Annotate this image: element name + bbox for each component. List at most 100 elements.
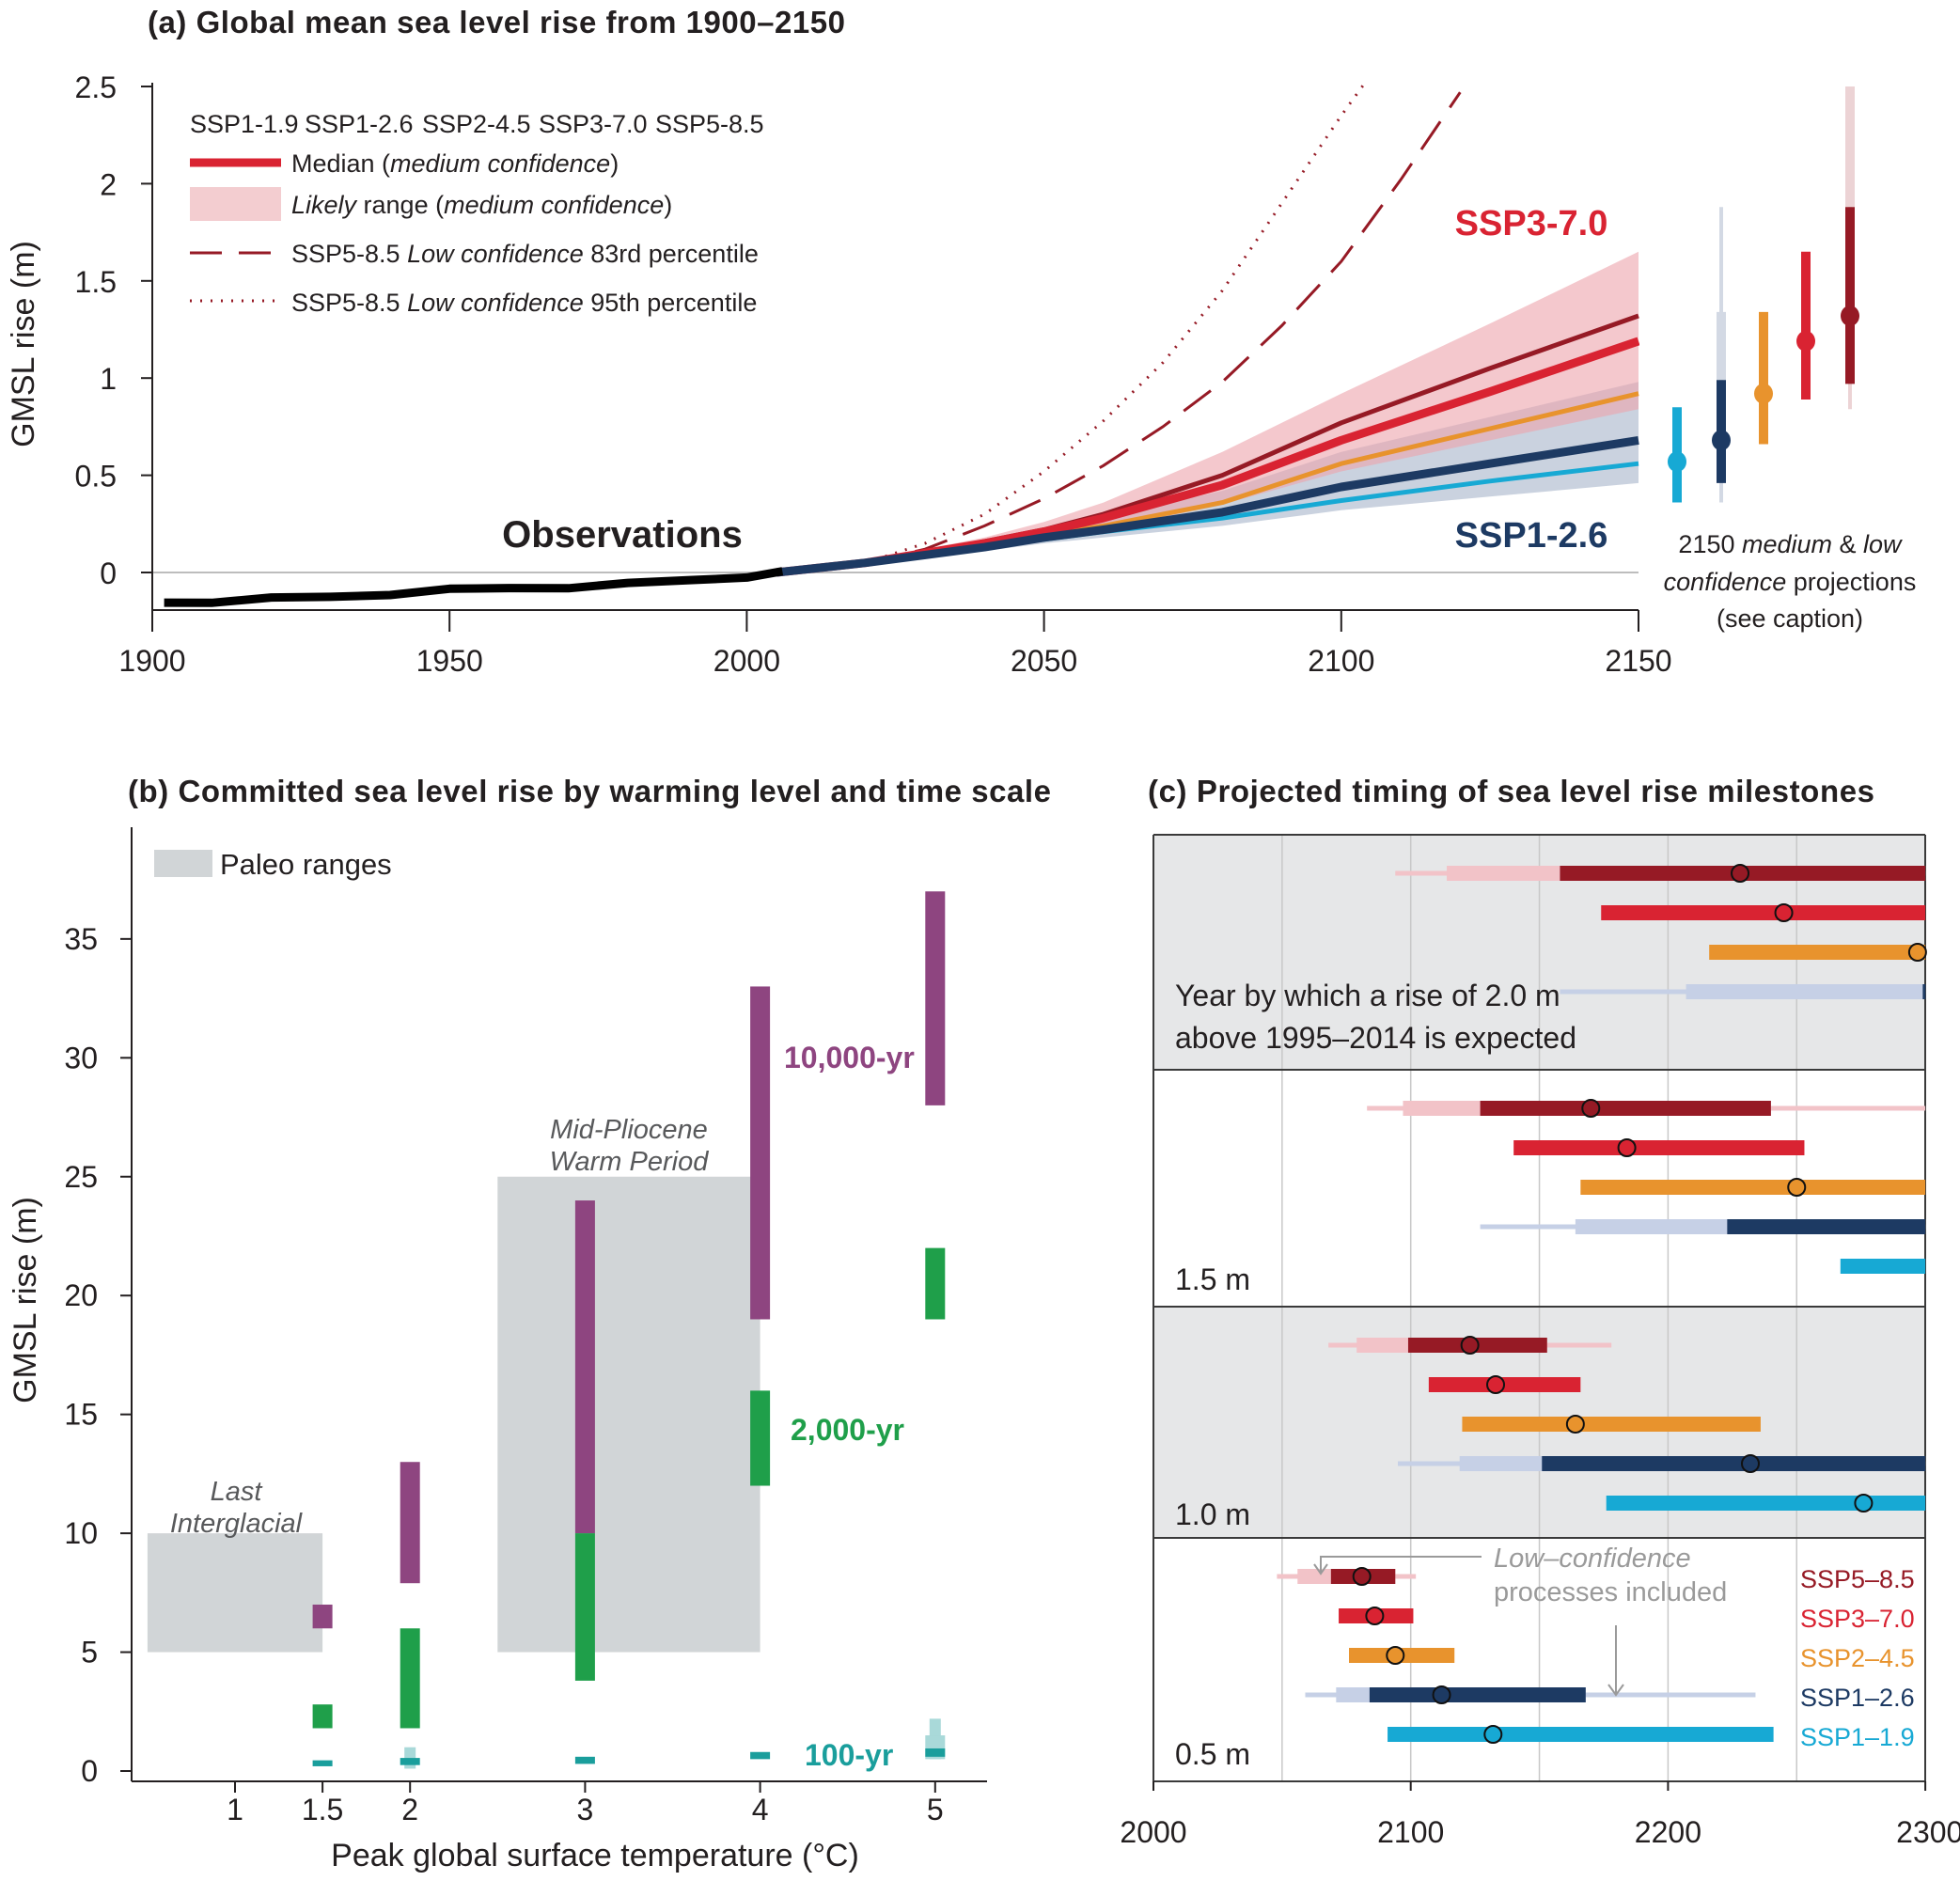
legend-likely-label-segment: medium confidence [444,191,664,219]
range-likely-ssp2-4.5 [1709,945,1926,960]
x-tick-label: 2050 [1011,644,1077,678]
panel-b-chart: (b) Committed sea level rise by warming … [8,774,1051,1873]
y-tick-label: 20 [64,1278,98,1312]
legend-ssp5-8.5: SSP5–8.5 [1800,1565,1915,1593]
median-2150-ssp1-2.6 [1712,430,1731,451]
plot-area [164,82,1639,607]
legend-likely-label: Likely range (medium confidence) [291,191,672,219]
range-likely-ssp2-4.5 [1580,1180,1926,1195]
x-tick-label: 2000 [713,644,780,678]
range-likely-ssp5-8.5 [1480,1101,1771,1116]
legend-median-label-segment: medium confidence [390,149,610,178]
median-marker-ssp3-7.0 [1486,1375,1506,1394]
median-2150-ssp2-4.5 [1754,383,1773,404]
observations-line [164,567,784,607]
x-tick-label: 2200 [1635,1815,1701,1849]
panel-c-title: (c) Projected timing of sea level rise m… [1148,774,1874,808]
median-marker-ssp3-7.0 [1617,1138,1637,1157]
median-marker-ssp5-8.5 [1460,1336,1480,1355]
paleo-range-label: Warm Period [550,1147,710,1177]
bar-2000yr [574,1533,595,1681]
bar-10000yr [312,1604,333,1629]
legend-ssp-ssp3-7.0: SSP3-7.0 [539,110,648,138]
lowconf-annotation: processes included [1494,1577,1727,1607]
panel-a-title: (a) Global mean sea level rise from 1900… [148,5,845,39]
legend-p95-label-segment: 95th percentile [584,289,758,317]
legend-likely-label-segment: range ( [356,191,444,219]
median-marker-ssp1-1.9 [1854,1494,1874,1513]
paleo-range-label: Last [211,1477,264,1507]
x-tick-label: 1950 [416,644,483,678]
y-tick-label: 0 [81,1754,98,1788]
y-tick-label: 35 [64,922,98,956]
milestone-panel-label: 1.5 m [1175,1262,1250,1296]
legend-paleo-label: Paleo ranges [220,848,392,881]
median-marker-ssp2-4.5 [1565,1415,1585,1434]
range-likely-ssp1-2.6 [1922,984,1926,999]
bar-100yr [925,1748,946,1757]
legend-likely-label-segment: Likely [291,191,358,219]
x-tick-label: 2100 [1377,1815,1444,1849]
bar-10000yr [400,1462,420,1584]
likely-range-band-ssp1-2.6 [776,382,1639,572]
y-tick-label: 15 [64,1398,98,1432]
paleo-range-box [147,1533,323,1653]
median-marker-ssp2-4.5 [1787,1178,1807,1197]
side-note-line: (see caption) [1717,604,1863,633]
median-2150-ssp5-8.5 [1841,306,1859,327]
legend-likely-label-segment: ) [664,191,672,219]
side-note-line-segment: (see caption) [1717,604,1863,633]
likely-range-band-ssp3-7.0 [776,251,1639,572]
median-marker-ssp5-8.5 [1352,1567,1372,1586]
legend-likely-swatch [190,187,281,221]
side-note-line-segment: projections [1786,568,1916,596]
range-likely-ssp3-7.0 [1513,1140,1805,1155]
legend-ssp3-7.0: SSP3–7.0 [1800,1605,1915,1633]
arrow-down-icon [1607,1684,1624,1697]
side-note-line-segment: & [1832,530,1863,558]
x-tick-label: 5 [927,1793,944,1826]
legend-ssp1-2.6: SSP1–2.6 [1800,1684,1915,1712]
legend-p83-label-segment: SSP5-8.5 [291,240,407,268]
median-2150-ssp1-1.9 [1668,451,1686,473]
bar-100yr [574,1756,595,1764]
ssp126-label: SSP1-2.6 [1455,516,1608,556]
median-marker-ssp5-8.5 [1731,864,1750,883]
y-tick-label: 10 [64,1516,98,1550]
arrow-down-icon [1313,1563,1328,1575]
milestone-panel-label: 1.0 m [1175,1497,1250,1531]
legend-median-label-segment: ) [610,149,619,178]
paleo-range-label: Interglacial [170,1509,304,1539]
ssp370-label: SSP3-7.0 [1455,204,1608,243]
bar-100yr [400,1758,420,1765]
legend-ssp-ssp1-1.9: SSP1-1.9 [190,110,299,138]
legend-p83-label-segment: Low confidence [407,240,584,268]
y-axis-label: GMSL rise (m) [8,1197,43,1403]
y-tick-label: 5 [81,1636,98,1669]
paleo-range-box [497,1176,760,1653]
side-note-line: 2150 medium & low [1678,530,1903,558]
annotation-arrow-line [1320,1556,1482,1572]
legend-ssp-ssp2-4.5: SSP2-4.5 [422,110,531,138]
median-marker-ssp3-7.0 [1365,1607,1385,1625]
range-lowconf-likely-ssp1-2.6 [1686,984,1926,999]
range-likely-ssp2-4.5 [1462,1417,1761,1432]
ssp585-p95-line [865,82,1367,565]
label-10000yr: 10,000-yr [784,1041,915,1074]
side-note-line-segment: confidence [1664,568,1787,596]
y-tick-label: 0.5 [75,460,117,494]
milestone-panel-label: Year by which a rise of 2.0 m [1175,979,1560,1012]
panel-c-chart: (c) Projected timing of sea level rise m… [1120,774,1960,1849]
bar-100yr [312,1760,333,1766]
median-marker-ssp5-8.5 [1581,1099,1601,1118]
y-tick-label: 1.5 [75,265,117,299]
x-tick-label: 2100 [1308,644,1374,678]
legend-paleo-swatch [154,850,212,877]
x-tick-label: 2000 [1120,1815,1186,1849]
range-likely-ssp1-1.9 [1840,1259,1926,1274]
x-tick-label: 1900 [118,644,185,678]
side-note-line: confidence projections [1664,568,1917,596]
median-line-ssp1-2.6 [776,435,1639,577]
bar-10000yr [574,1200,595,1534]
